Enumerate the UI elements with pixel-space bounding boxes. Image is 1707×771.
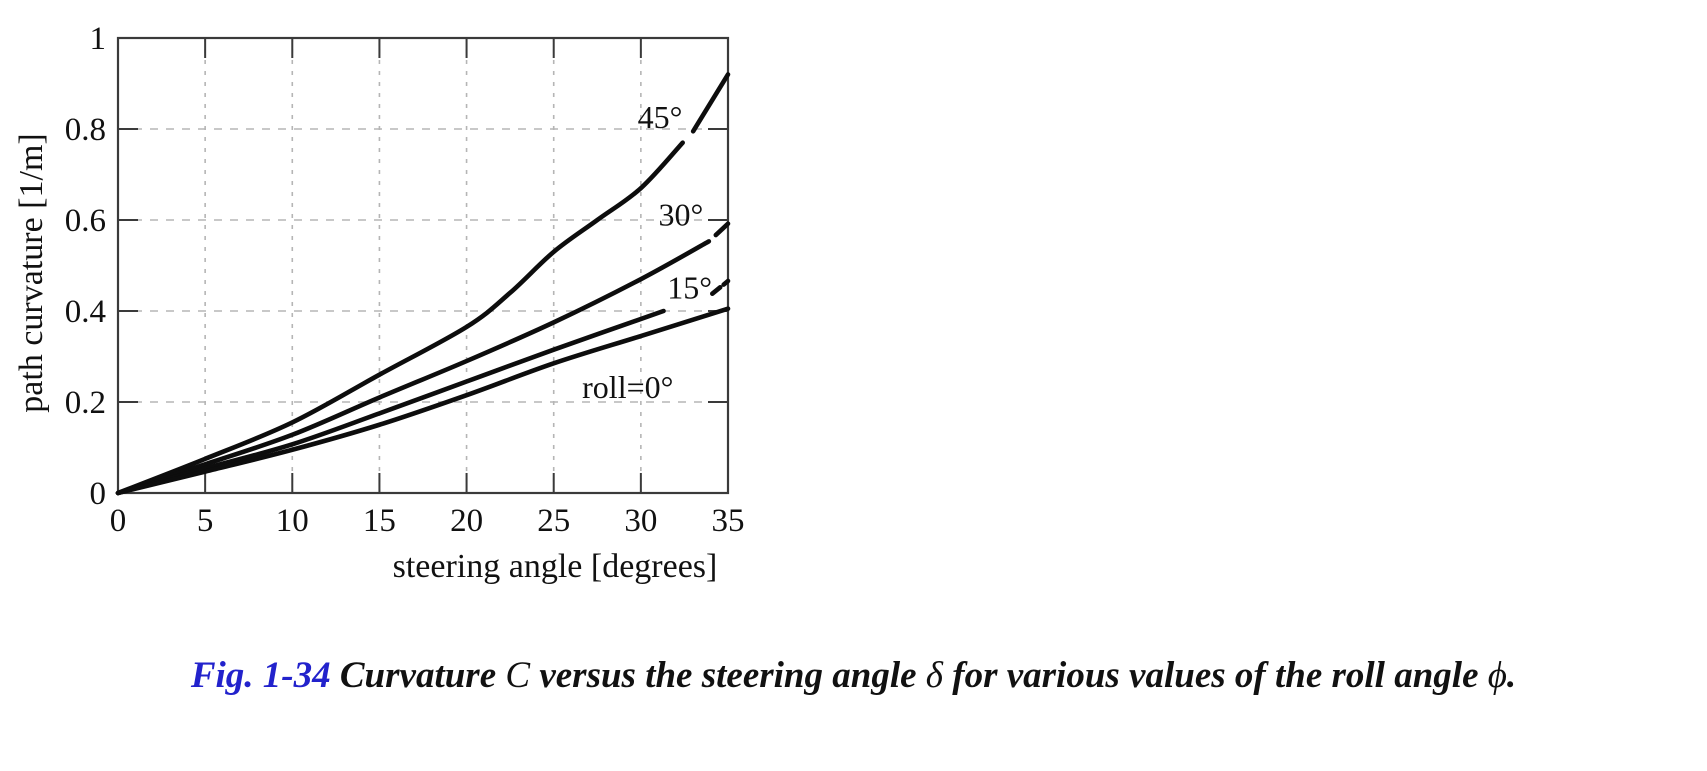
x-tick-label-15: 15 bbox=[363, 503, 396, 539]
curvature-chart: 45° 30° 15° roll=0° 0 5 10 15 20 25 30 35 0 0.2 0.4 0.6… bbox=[0, 0, 790, 625]
curve-roll=30deg-segment-0 bbox=[115, 239, 712, 496]
curve-label-roll=15deg: 15° bbox=[667, 269, 712, 305]
curve-label-roll=0deg: roll=0° bbox=[582, 369, 673, 405]
curve-roll=15deg-segment-0 bbox=[115, 308, 666, 496]
caption-segment-bold-7: . bbox=[1506, 655, 1517, 696]
curve-roll=15deg-segment-2 bbox=[721, 278, 731, 287]
figure-caption: Fig. 1-34 Curvature C versus the steerin… bbox=[0, 652, 1707, 700]
caption-segment-bold-1: Curvature bbox=[339, 655, 506, 696]
caption-segment-bold-3: versus the steering angle bbox=[530, 655, 926, 696]
y-tick-label-0.8: 0.8 bbox=[65, 112, 106, 148]
x-tick-label-0: 0 bbox=[110, 503, 127, 539]
caption-segment-math-2: C bbox=[505, 655, 531, 696]
plot-border bbox=[116, 36, 730, 495]
x-axis-title: steering angle [degrees] bbox=[393, 548, 718, 585]
caption-segment-fig-0: Fig. 1-34 bbox=[190, 655, 340, 696]
x-tick-label-35: 35 bbox=[712, 503, 745, 539]
curve-roll=0deg-segment-0 bbox=[115, 306, 731, 496]
caption-segment-math-4: δ bbox=[925, 655, 943, 696]
y-axis-title: path curvature [1/m] bbox=[13, 133, 50, 412]
x-tick-label-20: 20 bbox=[450, 503, 483, 539]
curve-roll=30deg-segment-1 bbox=[713, 221, 731, 238]
x-tick-label-25: 25 bbox=[537, 503, 570, 539]
y-tick-label-0: 0 bbox=[90, 476, 107, 512]
x-tick-label-10: 10 bbox=[276, 503, 309, 539]
y-tick-label-0.4: 0.4 bbox=[65, 294, 106, 330]
curve-label-roll=30deg: 30° bbox=[659, 197, 704, 233]
y-tick-label-0.2: 0.2 bbox=[65, 385, 106, 421]
caption-segment-bold-5: for various values of the roll angle bbox=[943, 655, 1488, 696]
x-tick-label-30: 30 bbox=[624, 503, 657, 539]
y-tick-label-1: 1 bbox=[90, 21, 107, 57]
curve-roll=45deg-segment-1 bbox=[690, 72, 731, 134]
curve-roll=45deg-segment-0 bbox=[115, 140, 685, 496]
caption-segment-math-6: ϕ bbox=[1487, 655, 1507, 696]
curve-roll=15deg-segment-1 bbox=[710, 285, 723, 297]
x-tick-label-5: 5 bbox=[197, 503, 214, 539]
curve-label-roll=45deg: 45° bbox=[638, 99, 683, 135]
y-tick-label-0.6: 0.6 bbox=[65, 203, 106, 239]
curvature-chart-svg: 45° 30° 15° roll=0° 0 5 10 15 20 25 30 35 0 0.2 0.4 0.6… bbox=[13, 21, 745, 585]
